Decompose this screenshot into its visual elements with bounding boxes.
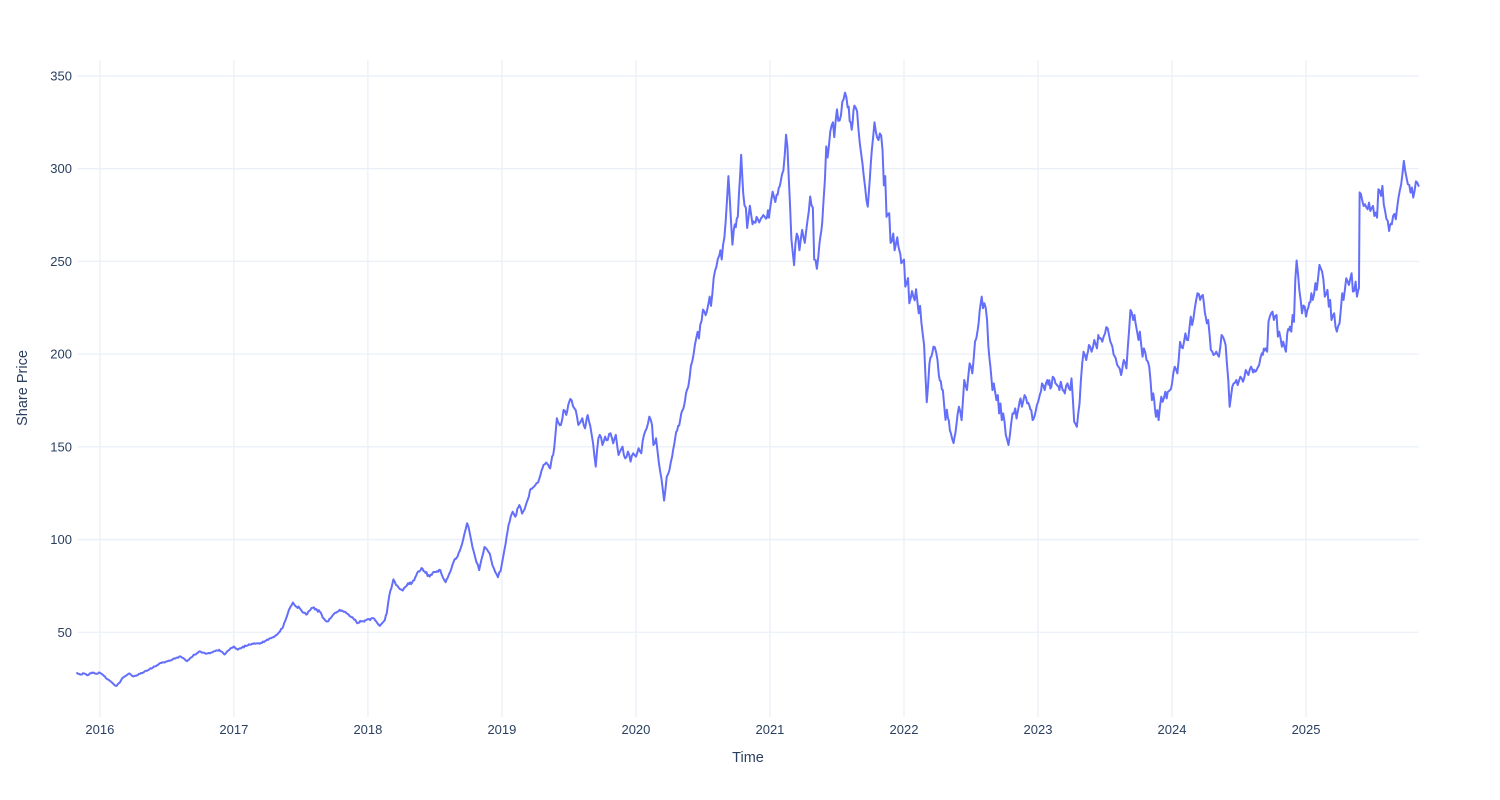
y-tick-350: 350 <box>50 68 72 83</box>
x-tick-2018: 2018 <box>353 722 382 737</box>
x-tick-2017: 2017 <box>219 722 248 737</box>
y-tick-250: 250 <box>50 254 72 269</box>
x-tick-2020: 2020 <box>621 722 650 737</box>
x-tick-2019: 2019 <box>487 722 516 737</box>
horizontal-gridlines <box>77 75 1419 633</box>
x-tick-2022: 2022 <box>890 722 919 737</box>
y-tick-100: 100 <box>50 532 72 547</box>
share-price-line <box>76 91 1420 688</box>
y-tick-150: 150 <box>50 439 72 454</box>
y-axis-title: Share Price <box>15 350 31 426</box>
vertical-gridlines <box>99 60 1307 717</box>
x-tick-2016: 2016 <box>85 722 114 737</box>
x-tick-2021: 2021 <box>755 722 784 737</box>
x-tick-2023: 2023 <box>1024 722 1053 737</box>
y-tick-300: 300 <box>50 161 72 176</box>
y-tick-50: 50 <box>58 625 72 640</box>
x-axis-tick-labels: 2016 2017 2018 2019 2020 2021 2022 2023 2024 2025 <box>85 722 1320 737</box>
x-tick-2024: 2024 <box>1158 722 1187 737</box>
y-tick-200: 200 <box>50 347 72 362</box>
price-line-series <box>76 91 1420 688</box>
y-axis-tick-labels: 50 100 150 200 250 300 350 <box>50 68 72 639</box>
x-tick-2025: 2025 <box>1292 722 1321 737</box>
x-axis-title: Time <box>732 750 764 766</box>
